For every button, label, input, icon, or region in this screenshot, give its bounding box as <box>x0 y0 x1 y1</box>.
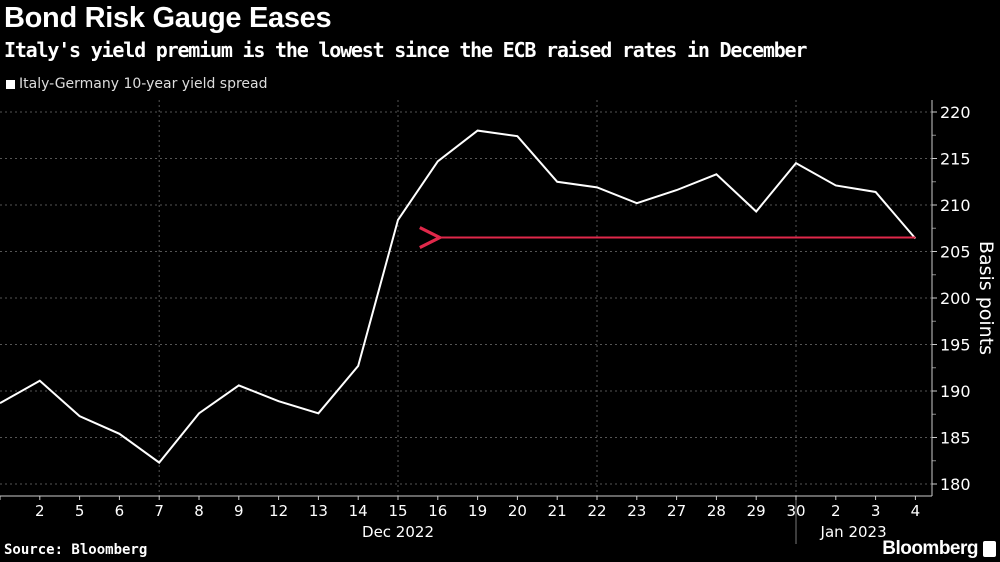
month-label: Dec 2022 <box>362 523 434 541</box>
x-tick-label: 4 <box>911 502 921 520</box>
x-tick-label: 13 <box>309 502 328 520</box>
y-tick-label: 215 <box>940 150 971 169</box>
x-tick-label: 28 <box>707 502 726 520</box>
x-tick-label: 21 <box>548 502 567 520</box>
source-note: Source: Bloomberg <box>4 542 148 558</box>
y-axis-label: Basis points <box>975 241 997 355</box>
x-tick-label: 27 <box>667 502 686 520</box>
legend: Italy-Germany 10-year yield spread <box>6 76 268 92</box>
chart-title: Bond Risk Gauge Eases <box>4 2 332 34</box>
bloomberg-logo: Bloomberg <box>882 538 978 559</box>
y-tick-label: 195 <box>940 336 971 355</box>
y-tick-label: 220 <box>940 103 971 122</box>
x-tick-label: 2 <box>831 502 841 520</box>
x-tick-label: 19 <box>468 502 487 520</box>
y-tick-label: 205 <box>940 243 971 262</box>
y-tick-label: 210 <box>940 196 971 215</box>
x-tick-label: 14 <box>349 502 368 520</box>
x-tick-label: 7 <box>154 502 164 520</box>
x-tick-label: 6 <box>115 502 125 520</box>
chart-subtitle: Italy's yield premium is the lowest sinc… <box>4 38 807 62</box>
legend-label: Italy-Germany 10-year yield spread <box>19 76 268 92</box>
x-tick-label: 20 <box>508 502 527 520</box>
x-tick-label: 5 <box>75 502 85 520</box>
x-tick-label: 12 <box>269 502 288 520</box>
y-tick-label: 200 <box>940 289 971 308</box>
x-tick-label: 3 <box>871 502 881 520</box>
y-tick-label: 180 <box>940 475 971 494</box>
y-tick-label: 190 <box>940 382 971 401</box>
y-tick-label: 185 <box>940 429 971 448</box>
x-tick-label: 16 <box>428 502 447 520</box>
legend-swatch <box>6 79 15 89</box>
x-tick-label: 8 <box>194 502 204 520</box>
x-tick-label: 29 <box>747 502 766 520</box>
x-tick-label: 9 <box>234 502 244 520</box>
bloomberg-terminal-icon <box>983 541 996 557</box>
x-tick-label: 22 <box>587 502 606 520</box>
x-tick-label: 15 <box>388 502 407 520</box>
series-line <box>0 129 917 464</box>
month-label: Jan 2023 <box>820 523 887 541</box>
x-tick-label: 23 <box>627 502 646 520</box>
x-tick-label: 2 <box>35 502 45 520</box>
